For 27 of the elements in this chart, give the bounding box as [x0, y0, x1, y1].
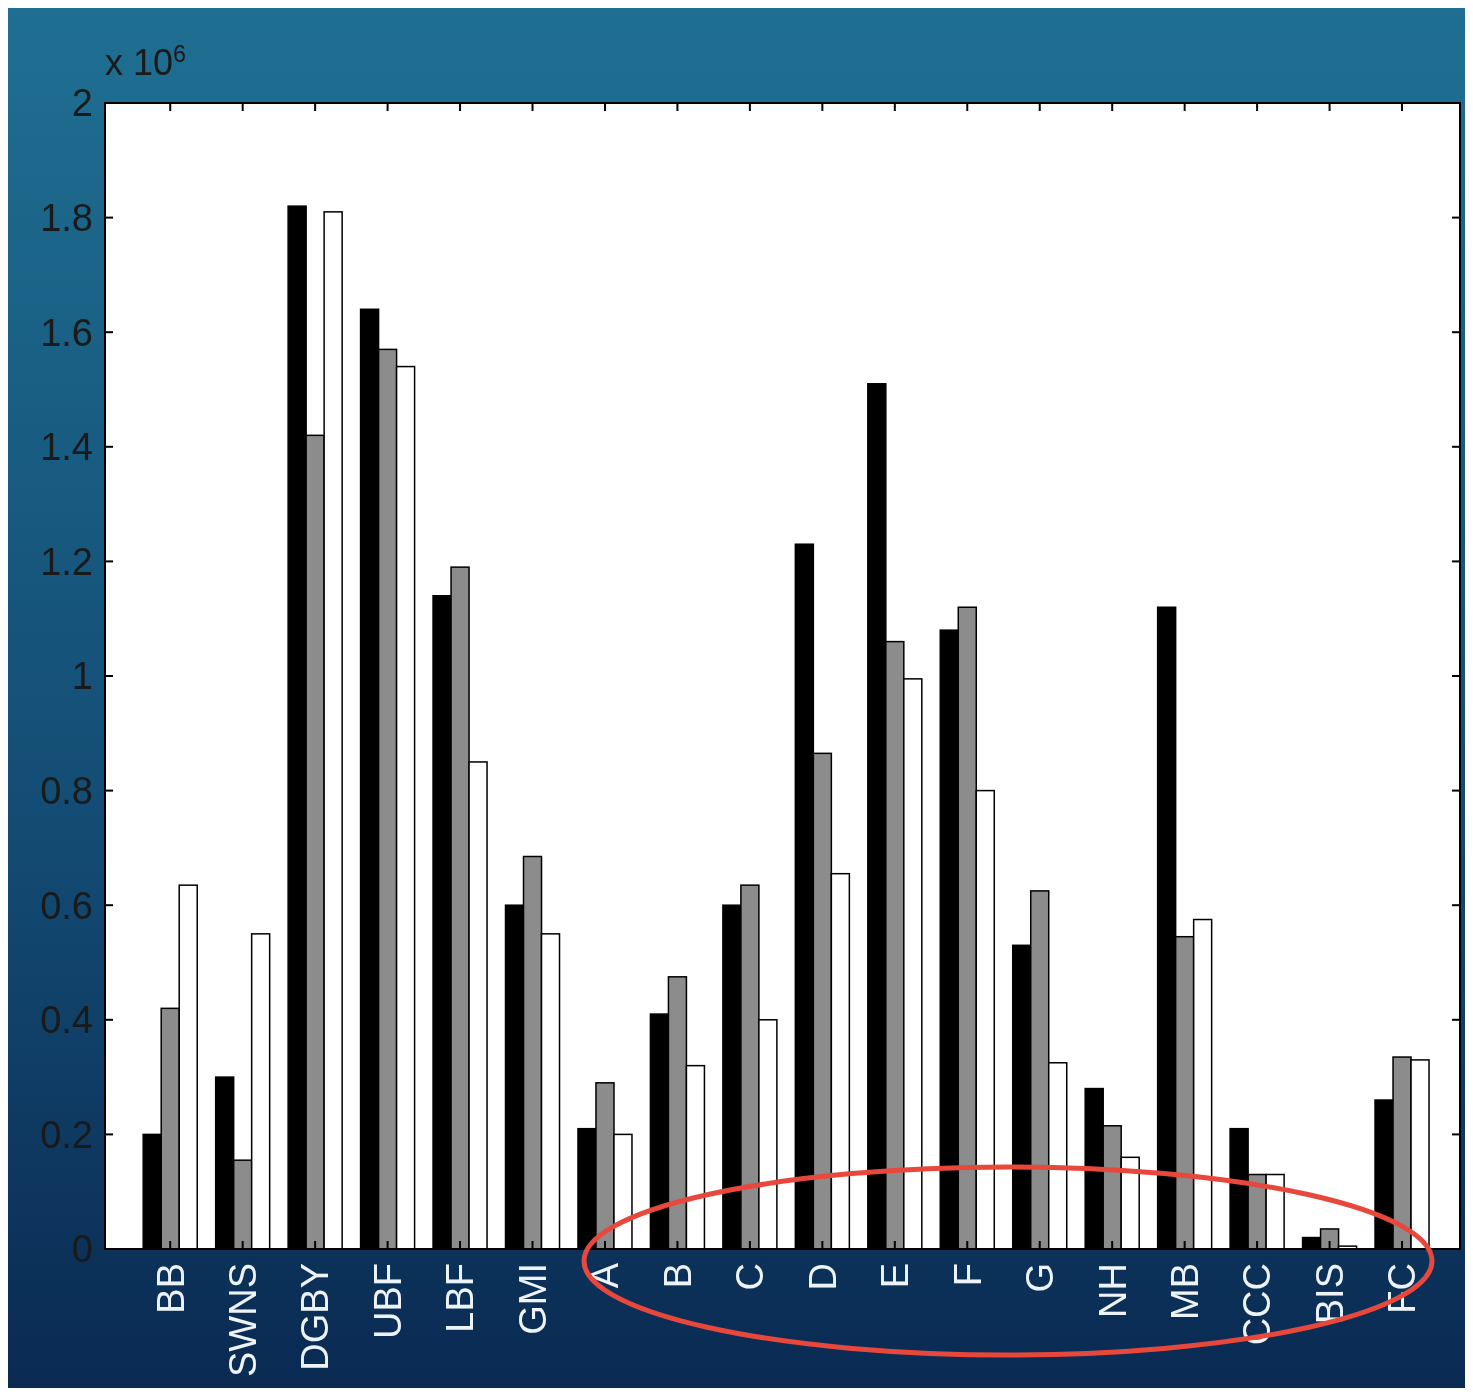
x-tick-label: BB — [149, 1263, 192, 1314]
x-tick-label: A — [584, 1262, 627, 1289]
x-tick-label: G — [1019, 1263, 1062, 1293]
y-tick-label: 1.8 — [40, 196, 93, 239]
y-tick-label: 0 — [71, 1228, 93, 1271]
y-tick-label: 1.2 — [40, 540, 93, 583]
y-tick-label: 0.2 — [40, 1113, 93, 1156]
x-tick-label: C — [729, 1263, 772, 1291]
y-tick-label: 0.6 — [40, 884, 93, 927]
x-tick-label: GMI — [511, 1263, 554, 1335]
y-tick-label: 0.8 — [40, 769, 93, 812]
x-tick-label: F — [946, 1263, 989, 1287]
text: x 10$^{6}$ — [105, 41, 187, 83]
x-tick-label: UBF — [366, 1263, 409, 1339]
x-tick-label: LBF — [439, 1263, 482, 1333]
y-tick-label: 1.6 — [40, 311, 93, 354]
x-tick-label: SWNS — [221, 1263, 264, 1377]
y-tick-label: 0.4 — [40, 999, 93, 1042]
x-tick-label: B — [656, 1263, 699, 1289]
y-tick-label: 2 — [71, 82, 93, 125]
x-tick-label: NH — [1091, 1263, 1134, 1318]
y-tick-label: 1.4 — [40, 426, 93, 469]
x-tick-label: D — [801, 1263, 844, 1291]
x-tick-label: DGBY — [294, 1263, 337, 1371]
x-tick-label: E — [874, 1263, 917, 1289]
y-tick-label: 1 — [71, 655, 93, 698]
x-tick-label: MB — [1163, 1263, 1206, 1320]
